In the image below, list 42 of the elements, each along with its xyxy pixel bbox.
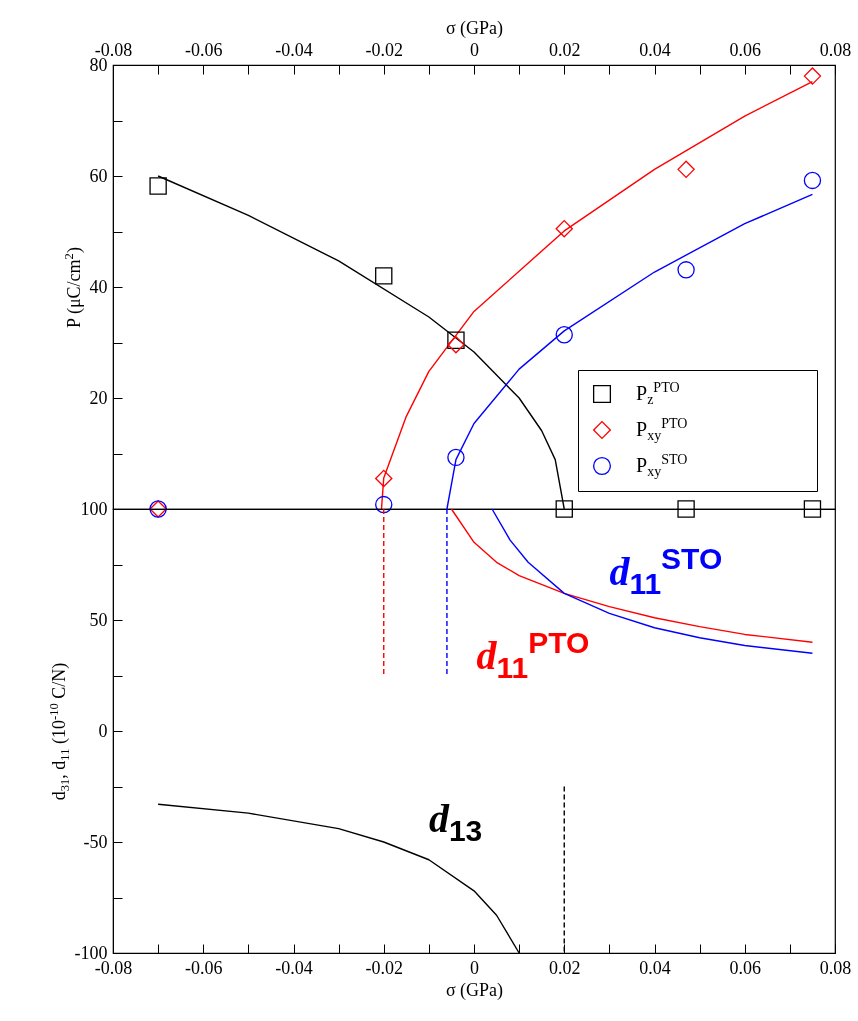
x-tick-label: 0 <box>470 39 479 60</box>
x-tick-label: 0.06 <box>729 957 761 978</box>
point <box>803 500 822 518</box>
point <box>803 171 822 190</box>
point <box>447 331 465 349</box>
point <box>149 177 167 195</box>
point <box>375 469 393 488</box>
point <box>803 67 822 85</box>
y-tick-label: 0 <box>98 720 108 741</box>
x-tick-label: 0.02 <box>549 957 581 978</box>
point <box>447 336 465 354</box>
x-tick-label: 0.08 <box>819 39 852 60</box>
point <box>677 160 695 179</box>
x-tick-label: 0.06 <box>729 39 761 60</box>
x-tick-label: 0.02 <box>549 39 581 60</box>
point <box>677 261 695 279</box>
x-tick-label: 0.04 <box>639 957 671 978</box>
point <box>375 495 393 514</box>
x-axis-title: σ (GPa) <box>445 17 504 39</box>
x-tick-label: -0.02 <box>365 957 403 978</box>
x-tick-label: -0.02 <box>365 39 403 60</box>
x-tick-label: -0.06 <box>185 39 223 60</box>
x-tick-label: -0.04 <box>275 957 313 978</box>
x-axis-title: σ (GPa) <box>445 979 504 1001</box>
point <box>555 500 573 518</box>
y-tick-label: 60 <box>89 165 108 186</box>
point <box>555 220 573 238</box>
point <box>677 500 695 518</box>
y-tick-label: 40 <box>89 276 108 297</box>
point <box>555 326 573 344</box>
y-tick-label: 50 <box>89 609 108 630</box>
y-tick-label: 100 <box>80 498 108 519</box>
x-tick-label: 0.08 <box>819 957 852 978</box>
point <box>447 448 465 467</box>
x-tick-label: -0.04 <box>275 39 313 60</box>
x-tick-label: -0.06 <box>185 957 223 978</box>
point <box>375 267 393 285</box>
x-tick-label: 0 <box>470 957 479 978</box>
series-label: d$_{13}$ <box>428 795 483 847</box>
x-tick-label: 0.04 <box>639 39 671 60</box>
y-tick-label: 20 <box>89 387 108 408</box>
y-tick-label: -50 <box>83 831 108 852</box>
